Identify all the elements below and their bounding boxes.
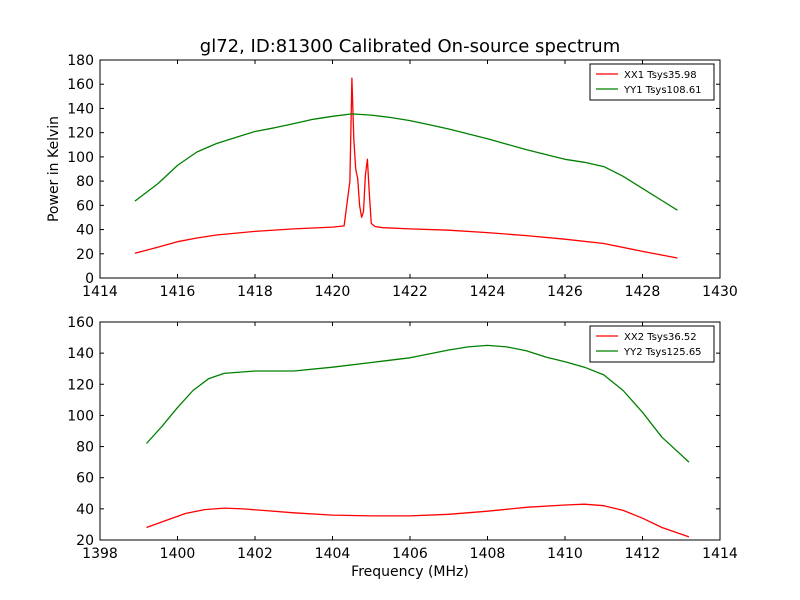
y-tick-label: 60 (76, 198, 94, 214)
bottom-axis-ticks: 1398 1400 1402 1404 1406 1408 1410 1412 1414 20 40… (67, 315, 738, 562)
y-tick-label: 120 (67, 126, 94, 142)
x-tick-label: 1422 (392, 284, 428, 300)
x-tick-label: 1404 (315, 546, 351, 562)
chart-title: gl72, ID:81300 Calibrated On-source spec… (200, 36, 620, 57)
x-tick-label: 1412 (625, 546, 661, 562)
y-tick-label: 100 (67, 150, 94, 166)
y-tick-label: 20 (76, 533, 94, 549)
y-tick-label: 160 (67, 315, 94, 331)
x-tick-label: 1406 (392, 546, 428, 562)
x-axis-label: Frequency (MHz) (351, 564, 469, 580)
x-tick-label: 1408 (470, 546, 506, 562)
top-legend: XX1 Tsys35.98 YY1 Tsys108.61 (589, 63, 715, 101)
y-tick-label: 60 (76, 471, 94, 487)
x-tick-label: 1428 (625, 284, 661, 300)
y-tick-label: 40 (76, 502, 94, 518)
series-line-yy2 (146, 344, 690, 463)
x-tick-label: 1416 (160, 284, 196, 300)
legend-label-yy1: YY1 Tsys108.61 (623, 85, 702, 96)
x-tick-label: 1430 (702, 284, 738, 300)
legend-label-xx1: XX1 Tsys35.98 (624, 70, 697, 81)
y-tick-label: 160 (67, 77, 94, 93)
top-spectrum-chart: 1414 1416 1418 1420 1422 1424 1426 1428 1430 0 20 4… (46, 53, 738, 300)
x-tick-label: 1424 (470, 284, 506, 300)
bottom-spectrum-chart: 1398 1400 1402 1404 1406 1408 1410 1412 1414 20 40… (67, 315, 738, 580)
legend-box (589, 63, 715, 101)
bottom-legend: XX2 Tsys36.52 YY2 Tsys125.65 (589, 325, 715, 363)
x-tick-label: 1420 (315, 284, 351, 300)
y-tick-label: 0 (85, 271, 94, 287)
series-line-xx2 (146, 503, 690, 538)
x-tick-label: 1414 (82, 284, 118, 300)
x-tick-label: 1418 (237, 284, 273, 300)
y-tick-label: 80 (76, 440, 94, 456)
legend-label-yy2: YY2 Tsys125.65 (623, 347, 702, 358)
x-tick-label: 1402 (237, 546, 273, 562)
x-tick-label: 1414 (702, 546, 738, 562)
y-tick-label: 120 (67, 377, 94, 393)
y-tick-label: 140 (67, 346, 94, 362)
y-tick-label: 140 (67, 101, 94, 117)
legend-box (589, 325, 715, 363)
legend-label-xx2: XX2 Tsys36.52 (624, 332, 697, 343)
y-tick-label: 40 (76, 223, 94, 239)
series-line-yy1 (134, 113, 678, 211)
x-tick-label: 1398 (82, 546, 118, 562)
y-tick-label: 180 (67, 53, 94, 69)
y-tick-label: 100 (67, 408, 94, 424)
series-line-xx1 (134, 77, 678, 259)
x-tick-label: 1426 (547, 284, 583, 300)
y-tick-label: 80 (76, 174, 94, 190)
x-tick-label: 1410 (547, 546, 583, 562)
y-axis-label: Power in Kelvin (46, 116, 62, 222)
top-axis-ticks: 1414 1416 1418 1420 1422 1424 1426 1428 1430 0 20 4… (67, 53, 738, 300)
x-tick-label: 1400 (160, 546, 196, 562)
y-tick-label: 20 (76, 247, 94, 263)
